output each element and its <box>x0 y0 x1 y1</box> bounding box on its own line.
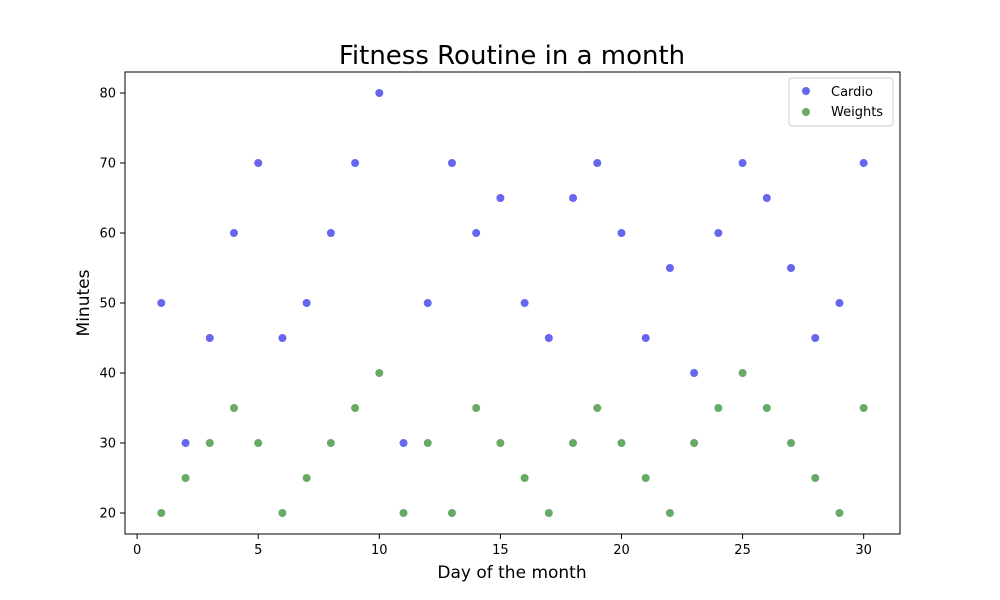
cardio-point <box>204 333 215 343</box>
cardio-point <box>543 333 554 343</box>
cardio-point <box>374 88 385 98</box>
x-tick-label: 5 <box>254 543 262 558</box>
weights-point <box>568 438 579 448</box>
cardio-point <box>810 333 821 343</box>
x-tick-label: 0 <box>133 543 141 558</box>
y-axis-ticks: 20 30 40 50 60 70 80 <box>99 87 125 522</box>
weights-point <box>858 403 869 413</box>
x-axis-label: Day of the month <box>437 563 586 583</box>
cardio-point <box>350 158 361 168</box>
cardio-point <box>180 438 191 448</box>
weights-point <box>398 508 409 518</box>
weights-point <box>519 473 530 483</box>
cardio-point <box>640 333 651 343</box>
x-axis-ticks: 0 5 10 15 20 25 30 <box>133 534 872 558</box>
cardio-point <box>713 228 724 238</box>
y-tick-label: 80 <box>99 87 116 102</box>
legend-box <box>788 77 894 127</box>
legend: Cardio Weights <box>788 77 894 127</box>
y-tick-label: 20 <box>99 507 116 522</box>
cardio-point <box>253 158 264 168</box>
weights-point <box>640 473 651 483</box>
cardio-point <box>495 193 506 203</box>
weights-point <box>204 438 215 448</box>
weights-point <box>325 438 336 448</box>
cardio-point <box>664 263 675 273</box>
cardio-point <box>568 193 579 203</box>
weights-point <box>664 508 675 518</box>
cardio-point <box>446 158 457 168</box>
x-tick-label: 30 <box>855 543 872 558</box>
y-tick-label: 50 <box>99 297 116 312</box>
legend-marker-weights <box>801 107 811 117</box>
data-points <box>156 88 869 518</box>
weights-point <box>228 403 239 413</box>
cardio-point <box>761 193 772 203</box>
cardio-point <box>301 298 312 308</box>
x-tick-label: 25 <box>734 543 751 558</box>
y-tick-label: 70 <box>99 157 116 172</box>
cardio-point <box>519 298 530 308</box>
legend-label-cardio: Cardio <box>831 85 873 100</box>
y-tick-label: 60 <box>99 227 116 242</box>
weights-point <box>374 368 385 378</box>
weights-point <box>834 508 845 518</box>
chart-title: Fitness Routine in a month <box>339 41 685 71</box>
weights-point <box>446 508 457 518</box>
weights-point <box>713 403 724 413</box>
weights-point <box>350 403 361 413</box>
y-axis-label: Minutes <box>74 269 94 336</box>
weights-point <box>422 438 433 448</box>
weights-point <box>156 508 167 518</box>
weights-point <box>543 508 554 518</box>
plot-area <box>124 71 901 535</box>
x-tick-label: 10 <box>371 543 388 558</box>
weights-point <box>810 473 821 483</box>
weights-point <box>689 438 700 448</box>
cardio-point <box>689 368 700 378</box>
legend-label-weights: Weights <box>831 105 883 120</box>
weights-point <box>301 473 312 483</box>
cardio-point <box>398 438 409 448</box>
cardio-point <box>422 298 433 308</box>
cardio-point <box>592 158 603 168</box>
legend-marker-cardio <box>801 86 811 96</box>
weights-point <box>761 403 772 413</box>
x-tick-label: 15 <box>492 543 509 558</box>
cardio-point <box>156 298 167 308</box>
weights-point <box>495 438 506 448</box>
weights-point <box>737 368 748 378</box>
y-tick-label: 30 <box>99 437 116 452</box>
cardio-point <box>228 228 239 238</box>
weights-point <box>253 438 264 448</box>
weights-point <box>592 403 603 413</box>
weights-point <box>786 438 797 448</box>
cardio-point <box>277 333 288 343</box>
cardio-point <box>858 158 869 168</box>
weights-point <box>277 508 288 518</box>
cardio-point <box>834 298 845 308</box>
cardio-point <box>471 228 482 238</box>
cardio-point <box>786 263 797 273</box>
plot-frame <box>124 71 901 535</box>
y-tick-label: 40 <box>99 367 116 382</box>
cardio-point <box>737 158 748 168</box>
weights-point <box>616 438 627 448</box>
cardio-point <box>325 228 336 238</box>
weights-point <box>180 473 191 483</box>
weights-point <box>471 403 482 413</box>
cardio-point <box>616 228 627 238</box>
x-tick-label: 20 <box>613 543 630 558</box>
